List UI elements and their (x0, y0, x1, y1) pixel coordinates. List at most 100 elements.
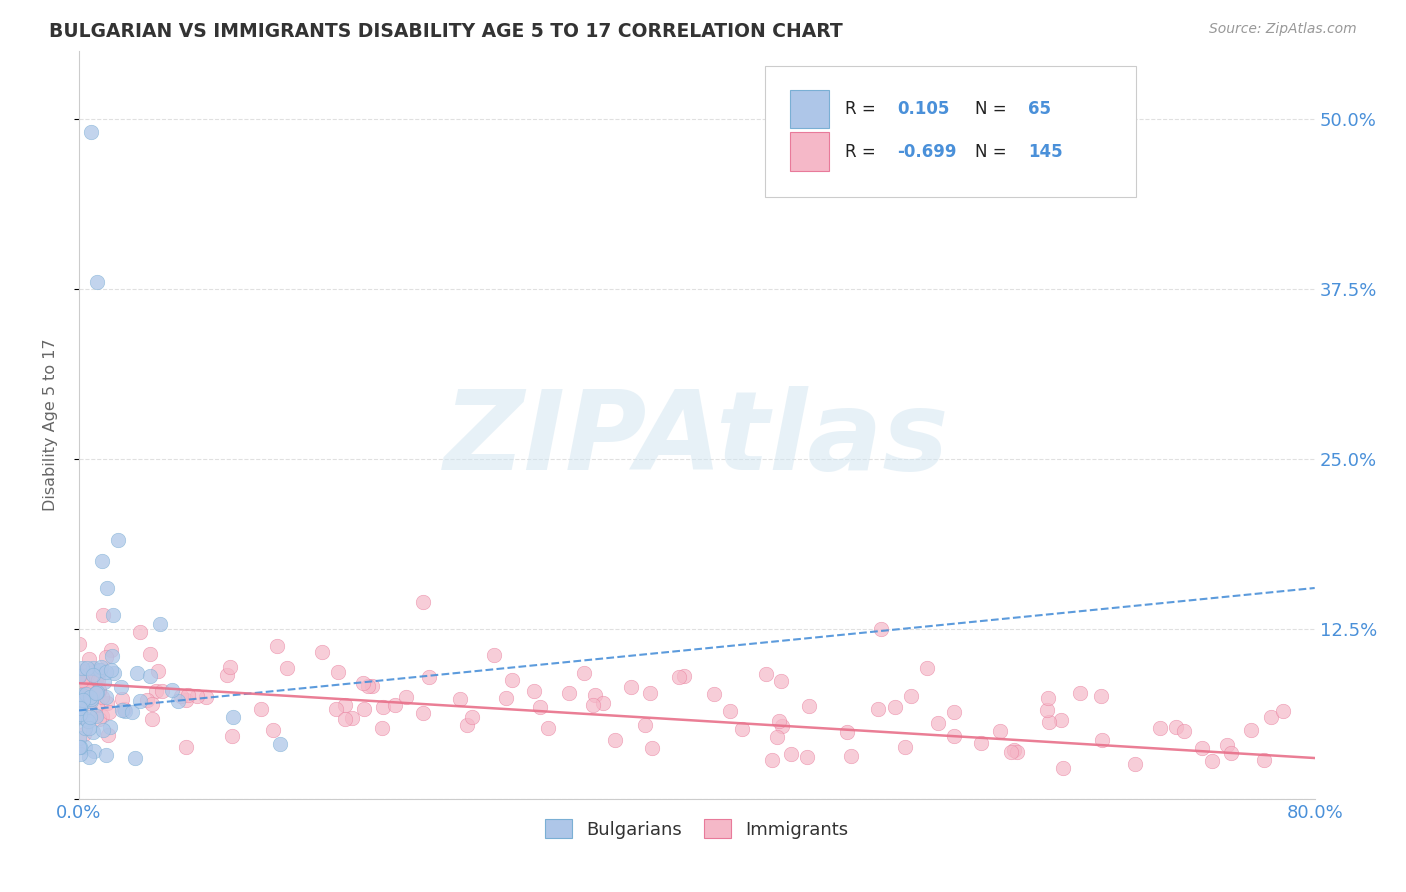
Point (222, 710, 245, 724)
Point (1253, 753, 1275, 767)
Point (620, 680, 643, 694)
FancyBboxPatch shape (790, 89, 830, 128)
Point (75, 687, 97, 701)
Point (82, 724, 104, 739)
Point (83, 744, 105, 758)
Point (107, 533, 129, 548)
Point (703, 687, 725, 701)
Point (70, 693, 93, 707)
Point (797, 699, 820, 714)
Point (1002, 743, 1025, 757)
Point (101, 608, 124, 623)
Point (340, 710, 363, 724)
Point (73, 683, 96, 698)
Point (72, 693, 94, 707)
Point (276, 661, 298, 675)
Point (79, 690, 101, 704)
Point (89, 663, 111, 677)
Point (1090, 689, 1112, 703)
Point (1272, 704, 1295, 718)
Point (634, 718, 657, 732)
Point (149, 617, 172, 632)
Point (884, 700, 907, 714)
Point (917, 661, 939, 675)
Point (250, 702, 273, 716)
Point (82, 668, 104, 682)
Point (761, 753, 783, 767)
Point (129, 625, 152, 640)
Point (988, 724, 1011, 739)
Point (75, 693, 97, 707)
Point (139, 669, 162, 683)
Point (1036, 703, 1059, 717)
Point (1007, 745, 1029, 759)
Point (77, 750, 100, 764)
Point (529, 699, 551, 714)
Point (97, 706, 120, 720)
Point (77, 721, 100, 735)
Point (84, 672, 107, 686)
Point (174, 740, 197, 755)
Point (766, 730, 789, 744)
Point (87, 663, 110, 677)
Point (90, 660, 112, 674)
Point (373, 700, 395, 714)
Point (1125, 756, 1147, 771)
Point (76, 668, 98, 682)
Point (501, 673, 523, 688)
Point (150, 684, 173, 698)
Text: 0.105: 0.105 (897, 100, 949, 118)
Point (174, 692, 197, 706)
Point (86, 685, 108, 699)
Point (67, 690, 90, 704)
Point (70, 697, 93, 711)
Point (80, 125, 103, 139)
Point (110, 681, 132, 695)
Point (90, 690, 112, 704)
Text: Source: ZipAtlas.com: Source: ZipAtlas.com (1209, 22, 1357, 37)
Point (835, 725, 858, 739)
Point (558, 686, 581, 700)
Point (780, 747, 803, 762)
Point (456, 718, 478, 732)
Point (111, 703, 134, 717)
Point (1038, 714, 1060, 729)
Point (97, 729, 120, 743)
Point (1173, 724, 1195, 739)
Point (89, 682, 111, 697)
Point (135, 692, 157, 706)
Point (641, 740, 664, 755)
Point (128, 694, 150, 708)
Point (112, 701, 135, 715)
Legend: Bulgarians, Immigrants: Bulgarians, Immigrants (538, 812, 856, 846)
Point (449, 691, 471, 706)
Point (70, 709, 93, 723)
Point (262, 723, 284, 738)
Point (72, 727, 94, 741)
Point (1091, 733, 1114, 747)
Point (583, 688, 606, 702)
Point (73, 740, 96, 755)
Point (94, 747, 117, 762)
Point (731, 722, 754, 736)
Text: R =: R = (845, 100, 882, 118)
FancyBboxPatch shape (765, 66, 1136, 196)
Point (69, 740, 91, 755)
Point (1201, 755, 1223, 769)
Point (668, 670, 690, 684)
Point (67, 637, 90, 651)
Point (217, 668, 239, 682)
Point (89, 712, 111, 726)
Point (79, 710, 101, 724)
Text: -0.699: -0.699 (897, 143, 956, 161)
Point (77, 714, 100, 729)
Text: BULGARIAN VS IMMIGRANTS DISABILITY AGE 5 TO 17 CORRELATION CHART: BULGARIAN VS IMMIGRANTS DISABILITY AGE 5… (49, 22, 844, 41)
FancyBboxPatch shape (790, 132, 830, 171)
Point (80, 692, 103, 706)
Point (537, 722, 560, 736)
Point (1240, 723, 1263, 738)
Point (100, 643, 122, 657)
Text: R =: R = (845, 143, 882, 161)
Point (94, 665, 117, 680)
Point (522, 683, 544, 698)
